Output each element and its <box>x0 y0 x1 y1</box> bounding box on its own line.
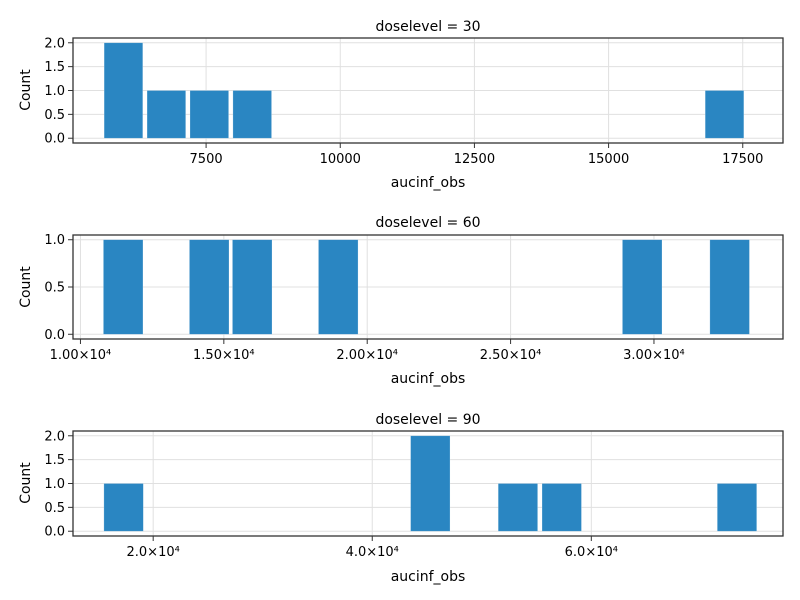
x-tick-label: 15000 <box>588 152 629 167</box>
y-tick-label: 1.0 <box>44 233 65 248</box>
x-tick-label: 6.0×10⁴ <box>565 545 618 560</box>
y-tick-label: 1.0 <box>44 84 65 99</box>
histogram-bar <box>541 483 582 532</box>
histogram-bar <box>103 483 144 532</box>
x-tick-label: 12500 <box>454 152 495 167</box>
panel-title: doselevel = 90 <box>375 412 480 428</box>
x-tick-label: 1.00×10⁴ <box>50 348 112 363</box>
histogram-bar <box>232 239 273 335</box>
y-tick-label: 0.5 <box>44 108 65 123</box>
y-tick-label: 2.0 <box>44 36 65 51</box>
histogram-bar <box>622 239 663 335</box>
histogram-bar <box>103 42 144 139</box>
y-axis-label: Count <box>18 462 34 504</box>
y-tick-label: 0.5 <box>44 501 65 516</box>
histogram-bar <box>709 239 750 335</box>
x-axis-label: aucinf_obs <box>391 569 466 585</box>
panel-doselevel-60: doselevel = 60 1.00×10⁴ 1.50×10⁴ 2.00×10⁴ 2… <box>18 215 784 387</box>
x-tick-label: 2.00×10⁴ <box>336 348 398 363</box>
x-tick-label: 7500 <box>190 152 223 167</box>
bar-layer <box>103 239 750 335</box>
x-tick-label: 17500 <box>722 152 763 167</box>
y-tick-label: 0.5 <box>44 281 65 296</box>
y-tick-label: 0.0 <box>44 328 65 343</box>
histogram-bar <box>232 90 272 139</box>
x-tick-label: 1.50×10⁴ <box>193 348 255 363</box>
histogram-bar <box>146 90 186 139</box>
histogram-bar <box>318 239 359 335</box>
y-tick-label: 0.0 <box>44 525 65 540</box>
panel-doselevel-90: doselevel = 90 2.0×10⁴ 4.0×10⁴ 6.0×10⁴ 0.0 0… <box>18 412 784 585</box>
y-tick-label: 1.5 <box>44 60 65 75</box>
panel-title: doselevel = 30 <box>375 19 480 35</box>
y-axis-label: Count <box>18 69 34 111</box>
x-tick-label: 2.0×10⁴ <box>127 545 180 560</box>
histogram-bar <box>716 483 758 532</box>
y-tick-label: 0.0 <box>44 132 65 147</box>
histogram-bar <box>189 90 229 139</box>
histogram-bar <box>704 90 745 139</box>
x-axis-label: aucinf_obs <box>391 175 466 191</box>
bar-layer <box>103 435 758 532</box>
bar-layer <box>103 42 745 139</box>
x-tick-label: 3.00×10⁴ <box>623 348 685 363</box>
histogram-bar <box>103 239 144 335</box>
x-tick-label: 2.50×10⁴ <box>480 348 542 363</box>
x-axis-label: aucinf_obs <box>391 371 466 387</box>
grid-layer <box>73 235 783 339</box>
x-tick-label: 4.0×10⁴ <box>346 545 399 560</box>
panel-title: doselevel = 60 <box>375 215 480 231</box>
y-tick-label: 1.0 <box>44 477 65 492</box>
tick-layer: 7500 10000 12500 15000 17500 0.0 0.5 1.0 1.5 2.0 <box>44 36 763 167</box>
histogram-bar <box>410 435 451 532</box>
panel-doselevel-30: doselevel = 30 7500 10000 12500 15000 17500 0… <box>18 19 784 191</box>
y-tick-label: 2.0 <box>44 429 65 444</box>
y-axis-label: Count <box>18 266 34 308</box>
x-tick-label: 10000 <box>320 152 361 167</box>
tick-layer: 1.00×10⁴ 1.50×10⁴ 2.00×10⁴ 2.50×10⁴ 3.00×10⁴… <box>44 233 684 363</box>
histogram-bar <box>189 239 230 335</box>
tick-layer: 2.0×10⁴ 4.0×10⁴ 6.0×10⁴ 0.0 0.5 1.0 1.5 2.0 <box>44 429 618 560</box>
histogram-bar <box>497 483 538 532</box>
y-tick-label: 1.5 <box>44 453 65 468</box>
